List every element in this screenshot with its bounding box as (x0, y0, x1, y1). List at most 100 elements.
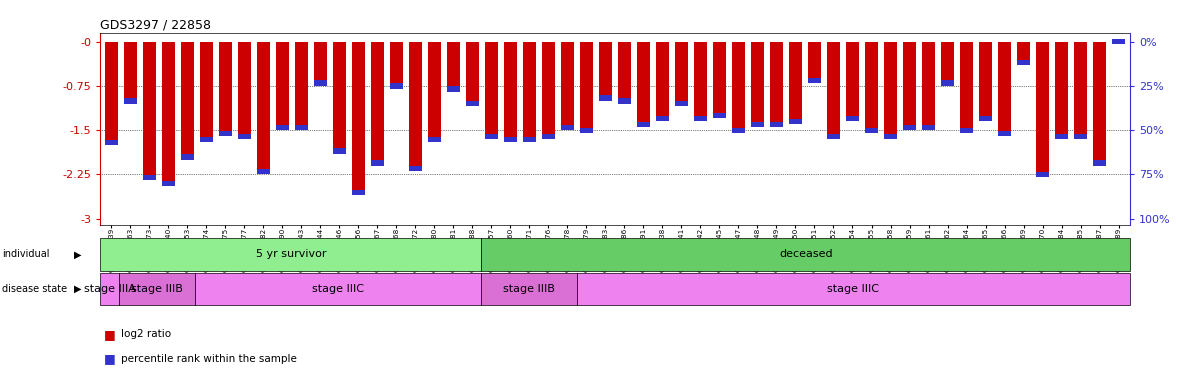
Bar (1093, 160, 1105, 166)
Bar (119, 273, 195, 305)
Bar (751, 41, 764, 127)
Bar (790, 41, 802, 124)
Bar (580, 41, 593, 133)
Bar (144, 41, 155, 180)
Bar (846, 116, 859, 121)
Text: stage IIIC: stage IIIC (827, 284, 879, 294)
Bar (903, 125, 916, 130)
Text: log2 ratio: log2 ratio (121, 329, 172, 339)
Bar (100, 273, 119, 305)
Text: ▶: ▶ (74, 249, 81, 260)
Bar (713, 113, 726, 118)
Bar (637, 41, 650, 127)
Bar (790, 119, 802, 124)
Bar (524, 137, 536, 142)
Bar (998, 131, 1011, 136)
Bar (960, 128, 972, 133)
Bar (524, 41, 536, 142)
Bar (352, 41, 365, 195)
Bar (809, 41, 820, 83)
Bar (428, 41, 440, 142)
Bar (1075, 134, 1086, 139)
Bar (466, 101, 479, 106)
Bar (485, 134, 498, 139)
Bar (577, 273, 1130, 305)
Bar (694, 116, 706, 121)
Bar (713, 41, 726, 118)
Bar (200, 137, 213, 142)
Bar (694, 41, 706, 121)
Bar (599, 95, 612, 101)
Bar (295, 125, 307, 130)
Bar (884, 41, 897, 139)
Bar (580, 128, 593, 133)
Bar (979, 41, 992, 121)
Bar (1056, 134, 1068, 139)
Bar (809, 78, 820, 83)
Bar (410, 41, 421, 172)
Bar (447, 41, 460, 92)
Bar (195, 273, 481, 305)
Bar (277, 125, 288, 130)
Bar (751, 122, 764, 127)
Bar (1112, 41, 1125, 45)
Bar (504, 137, 517, 142)
Bar (238, 41, 251, 139)
Bar (258, 169, 270, 174)
Bar (466, 41, 479, 106)
Bar (1075, 41, 1086, 139)
Text: ■: ■ (104, 328, 115, 341)
Bar (352, 190, 365, 195)
Bar (1036, 41, 1049, 177)
Bar (1017, 41, 1030, 65)
Bar (162, 181, 174, 186)
Bar (485, 41, 498, 139)
Text: individual: individual (2, 249, 49, 260)
Bar (181, 41, 194, 160)
Text: stage IIIC: stage IIIC (312, 284, 365, 294)
Bar (295, 41, 307, 130)
Bar (770, 41, 783, 127)
Bar (676, 41, 687, 106)
Bar (543, 41, 554, 139)
Text: stage IIIA: stage IIIA (84, 284, 135, 294)
Bar (410, 166, 421, 172)
Bar (561, 41, 573, 130)
Bar (447, 86, 460, 92)
Text: disease state: disease state (2, 284, 67, 294)
Bar (219, 131, 232, 136)
Bar (144, 175, 155, 180)
Bar (181, 154, 194, 160)
Bar (979, 116, 992, 121)
Bar (125, 98, 137, 104)
Bar (865, 128, 878, 133)
Bar (238, 134, 251, 139)
Bar (599, 41, 612, 101)
Bar (618, 98, 631, 104)
Bar (998, 41, 1011, 136)
Text: 5 yr survivor: 5 yr survivor (255, 249, 326, 260)
Text: ▶: ▶ (74, 284, 81, 294)
Text: percentile rank within the sample: percentile rank within the sample (121, 354, 297, 364)
Bar (827, 41, 839, 139)
Bar (1017, 60, 1030, 65)
Bar (1093, 41, 1105, 166)
Bar (732, 128, 745, 133)
Text: ■: ■ (104, 353, 115, 366)
Bar (903, 41, 916, 130)
Bar (333, 41, 346, 154)
Bar (314, 41, 327, 86)
Bar (865, 41, 878, 133)
Text: GDS3297 / 22858: GDS3297 / 22858 (100, 18, 211, 31)
Bar (314, 81, 327, 86)
Bar (200, 41, 213, 142)
Bar (942, 41, 953, 86)
Bar (391, 83, 403, 89)
Bar (481, 273, 577, 305)
Bar (827, 134, 839, 139)
Bar (637, 122, 650, 127)
Text: stage IIIB: stage IIIB (504, 284, 556, 294)
Bar (371, 41, 384, 166)
Bar (923, 41, 935, 130)
Bar (846, 41, 859, 121)
